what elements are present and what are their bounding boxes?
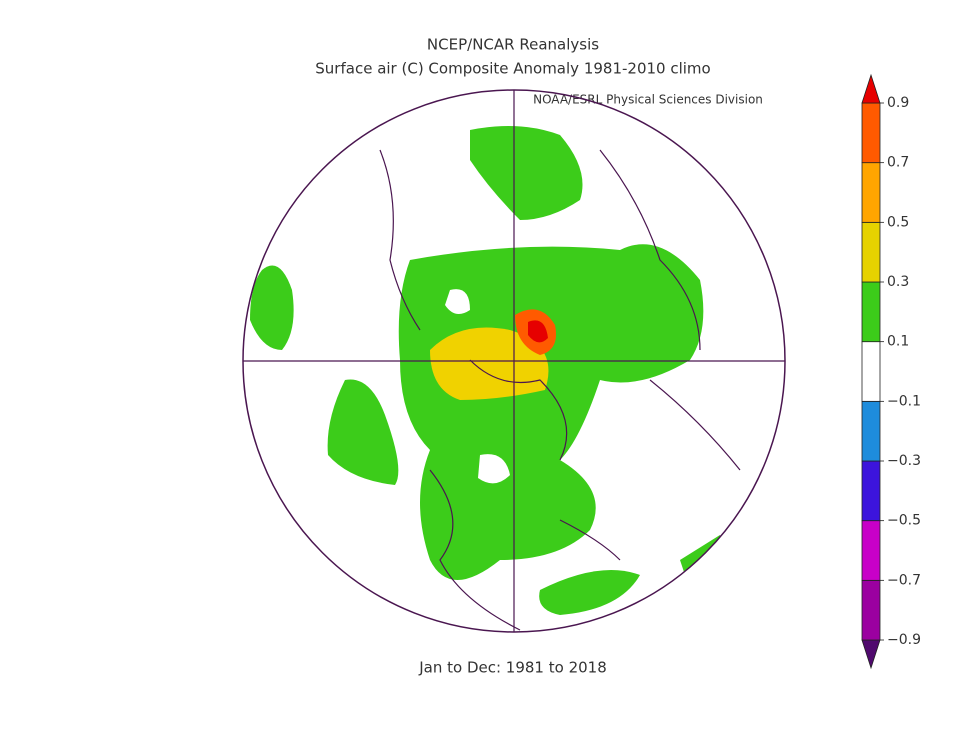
colorbar-label: 0.3 [887, 274, 909, 290]
colorbar-label: −0.1 [887, 393, 921, 409]
subtitle: Surface air (C) Composite Anomaly 1981-2… [315, 60, 710, 78]
title: NCEP/NCAR Reanalysis [427, 36, 599, 54]
colorbar-box [861, 102, 881, 164]
colorbar-box [861, 221, 881, 283]
colorbar-label: −0.7 [887, 572, 921, 588]
colorbar-box [861, 579, 881, 641]
colorbar-label: 0.7 [887, 155, 909, 171]
colorbar-box [861, 460, 881, 522]
colorbar-label: 0.1 [887, 334, 909, 350]
colorbar-label: −0.5 [887, 513, 921, 529]
colorbar-extension [861, 73, 881, 104]
colorbar-box [861, 341, 881, 402]
colorbar-box [861, 162, 881, 223]
colorbar-box [861, 281, 881, 343]
credit: NOAA/ESRL Physical Sciences Division [533, 93, 763, 107]
colorbar-box [861, 400, 881, 462]
colorbar-label: −0.9 [887, 632, 921, 648]
coastline [379, 149, 741, 631]
colorbar-label: 0.9 [887, 95, 909, 111]
colorbar-label: −0.3 [887, 453, 921, 469]
colorbar: −0.9 −0.7 −0.5 −0.3 −0.1 0.1 0.3 0.5 0.7 0.9 [861, 73, 921, 670]
colorbar-label: 0.5 [887, 214, 909, 230]
footer: Jan to Dec: 1981 to 2018 [418, 659, 607, 677]
colorbar-box [861, 520, 881, 581]
